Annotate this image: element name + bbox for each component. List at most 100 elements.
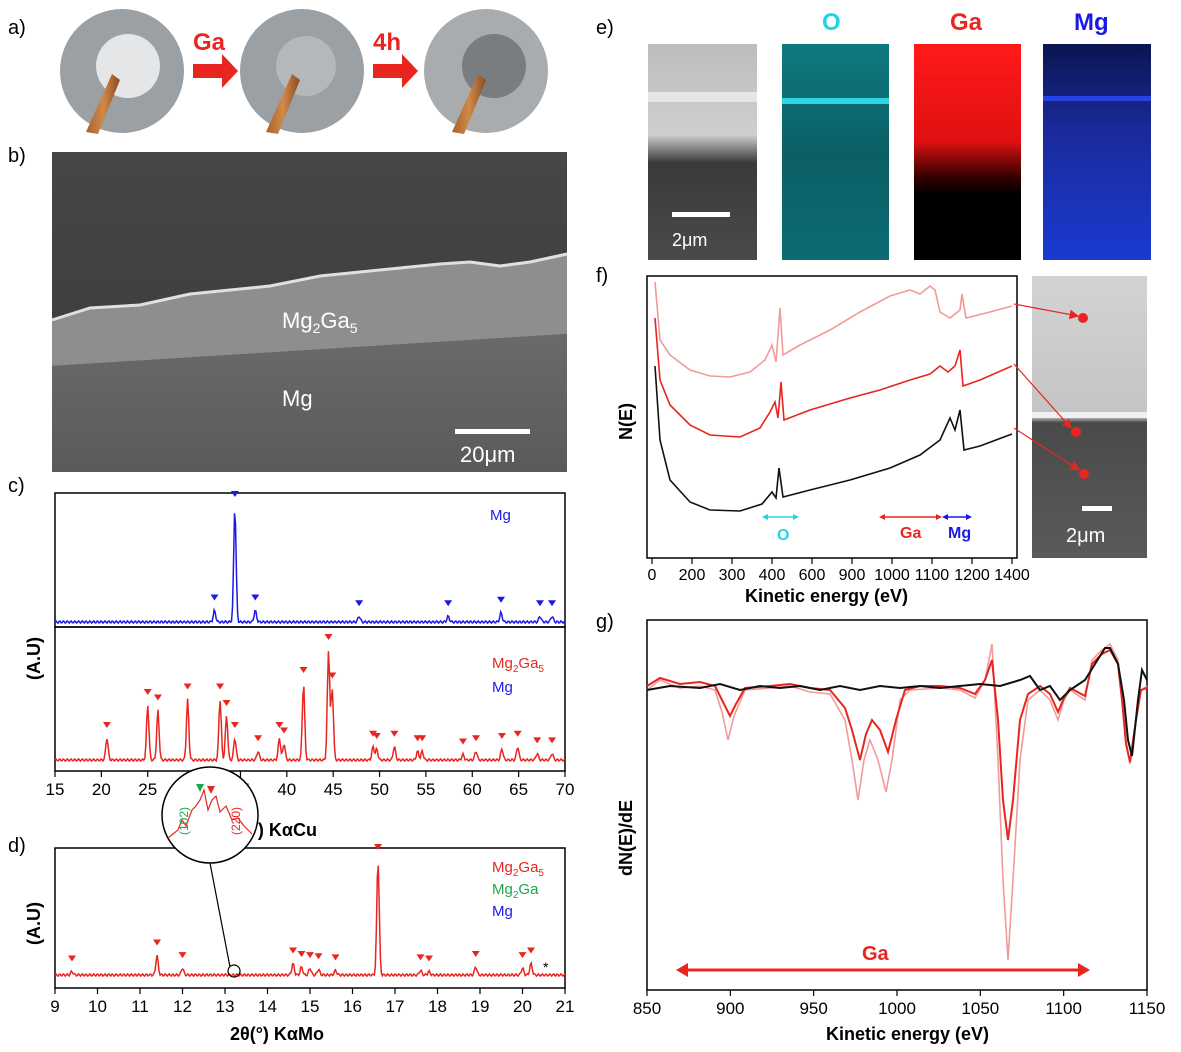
series-mg2ga5-c (54, 651, 566, 763)
sem-cross-section (51, 152, 568, 472)
peak-marker-mg2ga5 (369, 730, 378, 737)
peak-marker-mg2ga5 (102, 722, 111, 728)
peak-marker-mg2ga5 (230, 722, 239, 728)
peak-marker-d (518, 952, 527, 959)
peak-marker-mg2ga5 (328, 672, 337, 679)
range-ga: Ga (879, 514, 942, 542)
peak-marker-d (527, 947, 535, 954)
peak-marker-mg (444, 600, 453, 607)
axis-c-tick-label: 60 (463, 780, 482, 799)
ylabel-f: N(E) (616, 403, 636, 440)
range-ga-label: Ga (900, 525, 921, 542)
peak-marker-mg2ga5 (533, 737, 542, 744)
chart-g: Ga 850 900 950 1000 1050 1100 1150 dN(E)/dE Ki… (616, 619, 1166, 1044)
ylabel-g: dN(E)/dE (616, 800, 636, 876)
peak-marker-mg2ga5 (143, 689, 152, 695)
xlabel-g: Kinetic energy (eV) (826, 1024, 989, 1044)
legend-mg-d: Mg (492, 903, 513, 920)
eds-panel: 2μm O Ga Mg (648, 9, 1151, 260)
arrow-ga: Ga (193, 29, 238, 88)
axis-d-tick-label: 15 (301, 997, 320, 1016)
legend-mg2ga-d: Mg2Ga (492, 881, 539, 901)
peak-marker-mg2ga5 (216, 683, 225, 690)
scale-bar-b (455, 429, 530, 434)
scale-label-b: 20μm (460, 442, 515, 467)
peak-marker-d (416, 954, 425, 961)
axis-d-tick-label: 11 (131, 997, 149, 1016)
axis-d-tick-label: 10 (88, 997, 107, 1016)
legend-mg2ga5-c: Mg2Ga5 (492, 655, 544, 675)
peak-marker-mg2ga5 (153, 694, 162, 701)
peak-marker-mg2ga5 (471, 735, 480, 742)
map-mg-label: Mg (1074, 9, 1109, 36)
peak-marker-mg (210, 594, 219, 601)
peak-marker-mg2ga5 (497, 733, 506, 739)
peak-marker-mg2ga5 (372, 733, 381, 739)
axis-c-tick-label: 65 (509, 780, 528, 799)
xlabel-f: Kinetic energy (eV) (745, 586, 908, 606)
peak-marker-d (314, 953, 323, 960)
axis-d-tick-label: 18 (428, 997, 447, 1016)
axis-g-tick-label: 1100 (1045, 999, 1082, 1018)
peak-marker-mg2ga5 (418, 735, 427, 742)
series-g-black (646, 647, 1148, 757)
arrow-ga-label: Ga (193, 29, 226, 56)
panel-label-g: g) (596, 611, 614, 633)
axis-f-tick-label: 1000 (874, 567, 910, 584)
photo-1 (60, 9, 184, 134)
scale-label-e: 2μm (672, 230, 707, 250)
axis-c-tick-label: 45 (324, 780, 343, 799)
legend-mg-c2: Mg (492, 679, 513, 696)
axis-f-tick-label: 200 (679, 567, 706, 584)
series-f-red (654, 317, 1013, 438)
axis-d-tick-label: 12 (173, 997, 192, 1016)
sem-image-f: 2μm (1013, 276, 1147, 558)
scale-label-f: 2μm (1066, 525, 1105, 547)
axis-d-tick-label: 9 (50, 997, 59, 1016)
label-mg2ga5: Mg2Ga5 (282, 308, 358, 336)
axis-c-tick-label: 15 (46, 780, 65, 799)
label-mg-b: Mg (282, 386, 313, 411)
range-mg-label: Mg (948, 525, 971, 542)
axis-c-tick-label: 55 (416, 780, 435, 799)
series-mg-c (54, 513, 566, 625)
series-f-black (654, 365, 1013, 512)
axis-f-tick-label: 300 (719, 567, 746, 584)
inset-zoom: (102) (220) (161, 766, 259, 978)
axis-g-tick-label: 1050 (961, 999, 999, 1018)
panel-label-e: e) (596, 17, 614, 39)
map-ga-label: Ga (950, 9, 983, 36)
panel-label-f: f) (596, 265, 608, 287)
map-o-label: O (822, 9, 841, 36)
peak-marker-d (374, 844, 382, 850)
chart-c: 152025303540455055606570 Mg Mg2Ga5 Mg (A… (24, 491, 574, 840)
panel-label-b: b) (8, 145, 26, 167)
axis-g-tick-label: 950 (799, 999, 827, 1018)
axis-c-tick-label: 50 (370, 780, 389, 799)
range-ga-g: Ga (676, 943, 1090, 977)
axis-f-tick-label: 600 (799, 567, 826, 584)
axis-c-tick-label: 25 (138, 780, 157, 799)
axis-g-tick-label: 850 (633, 999, 661, 1018)
peak-marker-mg (535, 600, 544, 607)
axis-f-tick-label: 0 (648, 567, 657, 584)
map-ga (914, 44, 1021, 260)
peak-marker-d (153, 939, 161, 946)
axis-g-tick-label: 900 (716, 999, 744, 1018)
peak-marker-d (68, 955, 76, 962)
peak-marker-mg2ga5 (390, 730, 399, 737)
axis-d-tick-label: 16 (343, 997, 362, 1016)
range-ga-g-label: Ga (862, 943, 890, 965)
peak-marker-mg2ga5 (548, 737, 557, 744)
range-o: O (762, 514, 799, 544)
peak-marker-mg (251, 594, 260, 601)
axis-g-tick-label: 1150 (1129, 999, 1166, 1018)
series-f-pink (654, 281, 1013, 378)
peak-marker-mg2ga5 (513, 730, 522, 737)
map-mg (1043, 44, 1151, 260)
axis-c-tick-label: 70 (556, 780, 575, 799)
axis-c-tick-label: 40 (277, 780, 296, 799)
ylabel-c: (A.U) (24, 637, 44, 680)
peak-marker-mg2ga5 (280, 727, 289, 734)
